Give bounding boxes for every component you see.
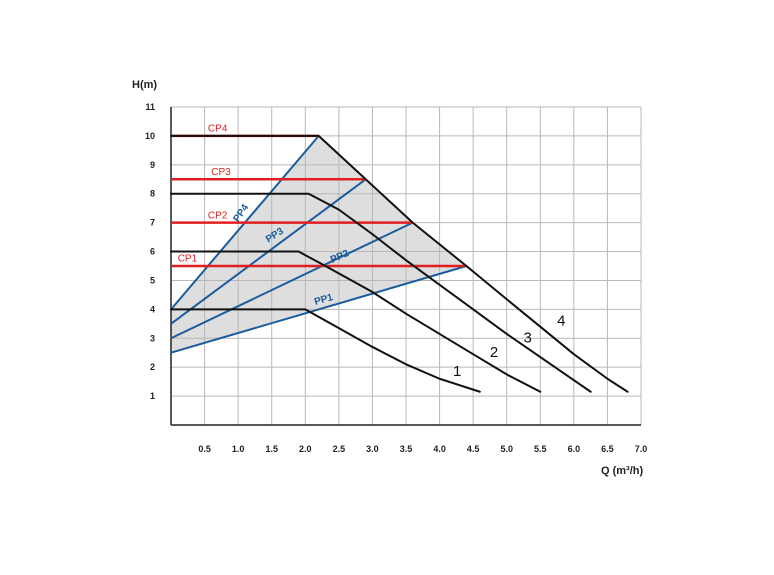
y-tick-label: 1 [150,391,155,401]
x-tick-label: 4.0 [433,444,446,454]
speed-curve-3 [170,192,592,393]
x-tick-label: 6.0 [568,444,581,454]
y-tick-label: 4 [150,304,155,314]
x-tick-label: 2.0 [299,444,312,454]
y-axis-title: H(m) [132,79,157,91]
y-tick-label: 9 [150,160,155,170]
operating-area-layer [171,135,467,353]
pp-label-pp1: PP1 [313,292,335,308]
speed-curve-2 [170,250,542,393]
x-tick-label: 4.5 [467,444,480,454]
cp-label-cp1: CP1 [178,254,198,265]
speed-curve-label-4: 4 [557,312,565,329]
y-tick-label: 6 [150,247,155,257]
speed-curve-4 [170,134,629,393]
x-tick-label: 0.5 [198,444,211,454]
y-tick-label: 7 [150,218,155,228]
operating-area [171,135,467,353]
cp-label-cp3: CP3 [211,167,231,178]
y-tick-label: 10 [145,131,155,141]
cp-label-cp2: CP2 [208,210,228,221]
cp-label-cp4: CP4 [208,124,228,135]
x-tick-label: 7.0 [635,444,648,454]
speed-curves-layer: 1 2 3 4 [170,134,629,393]
x-tick-label: 2.5 [333,444,346,454]
x-tick-label: 6.5 [601,444,614,454]
y-tick-label: 3 [150,333,155,343]
y-tick-label: 11 [145,102,155,112]
y-tick-label: 8 [150,189,155,199]
y-tick-label: 2 [150,362,155,372]
x-tick-label: 1.5 [265,444,278,454]
constant-pressure-layer: CP1 CP2 CP3 CP4 [171,124,467,268]
speed-curve-label-2: 2 [490,344,498,361]
x-axis-title: Q (m³/h) [601,465,643,477]
pp-line-pp1 [170,265,467,354]
x-tick-label: 1.0 [232,444,245,454]
speed-curve-label-3: 3 [524,330,532,347]
x-tick-label: 3.0 [366,444,379,454]
x-tick-label: 5.0 [500,444,513,454]
speed-curve-label-1: 1 [453,363,461,380]
x-tick-label: 3.5 [400,444,413,454]
y-tick-label: 5 [150,275,155,285]
tick-labels-layer: 0.5 1.0 1.5 2.0 2.5 3.0 3.5 4.0 4.5 5.0 5.5 6.0 6.5 7… [145,102,647,454]
x-tick-label: 5.5 [534,444,547,454]
pp-line-pp2 [170,221,414,340]
speed-curve-1 [170,308,481,393]
